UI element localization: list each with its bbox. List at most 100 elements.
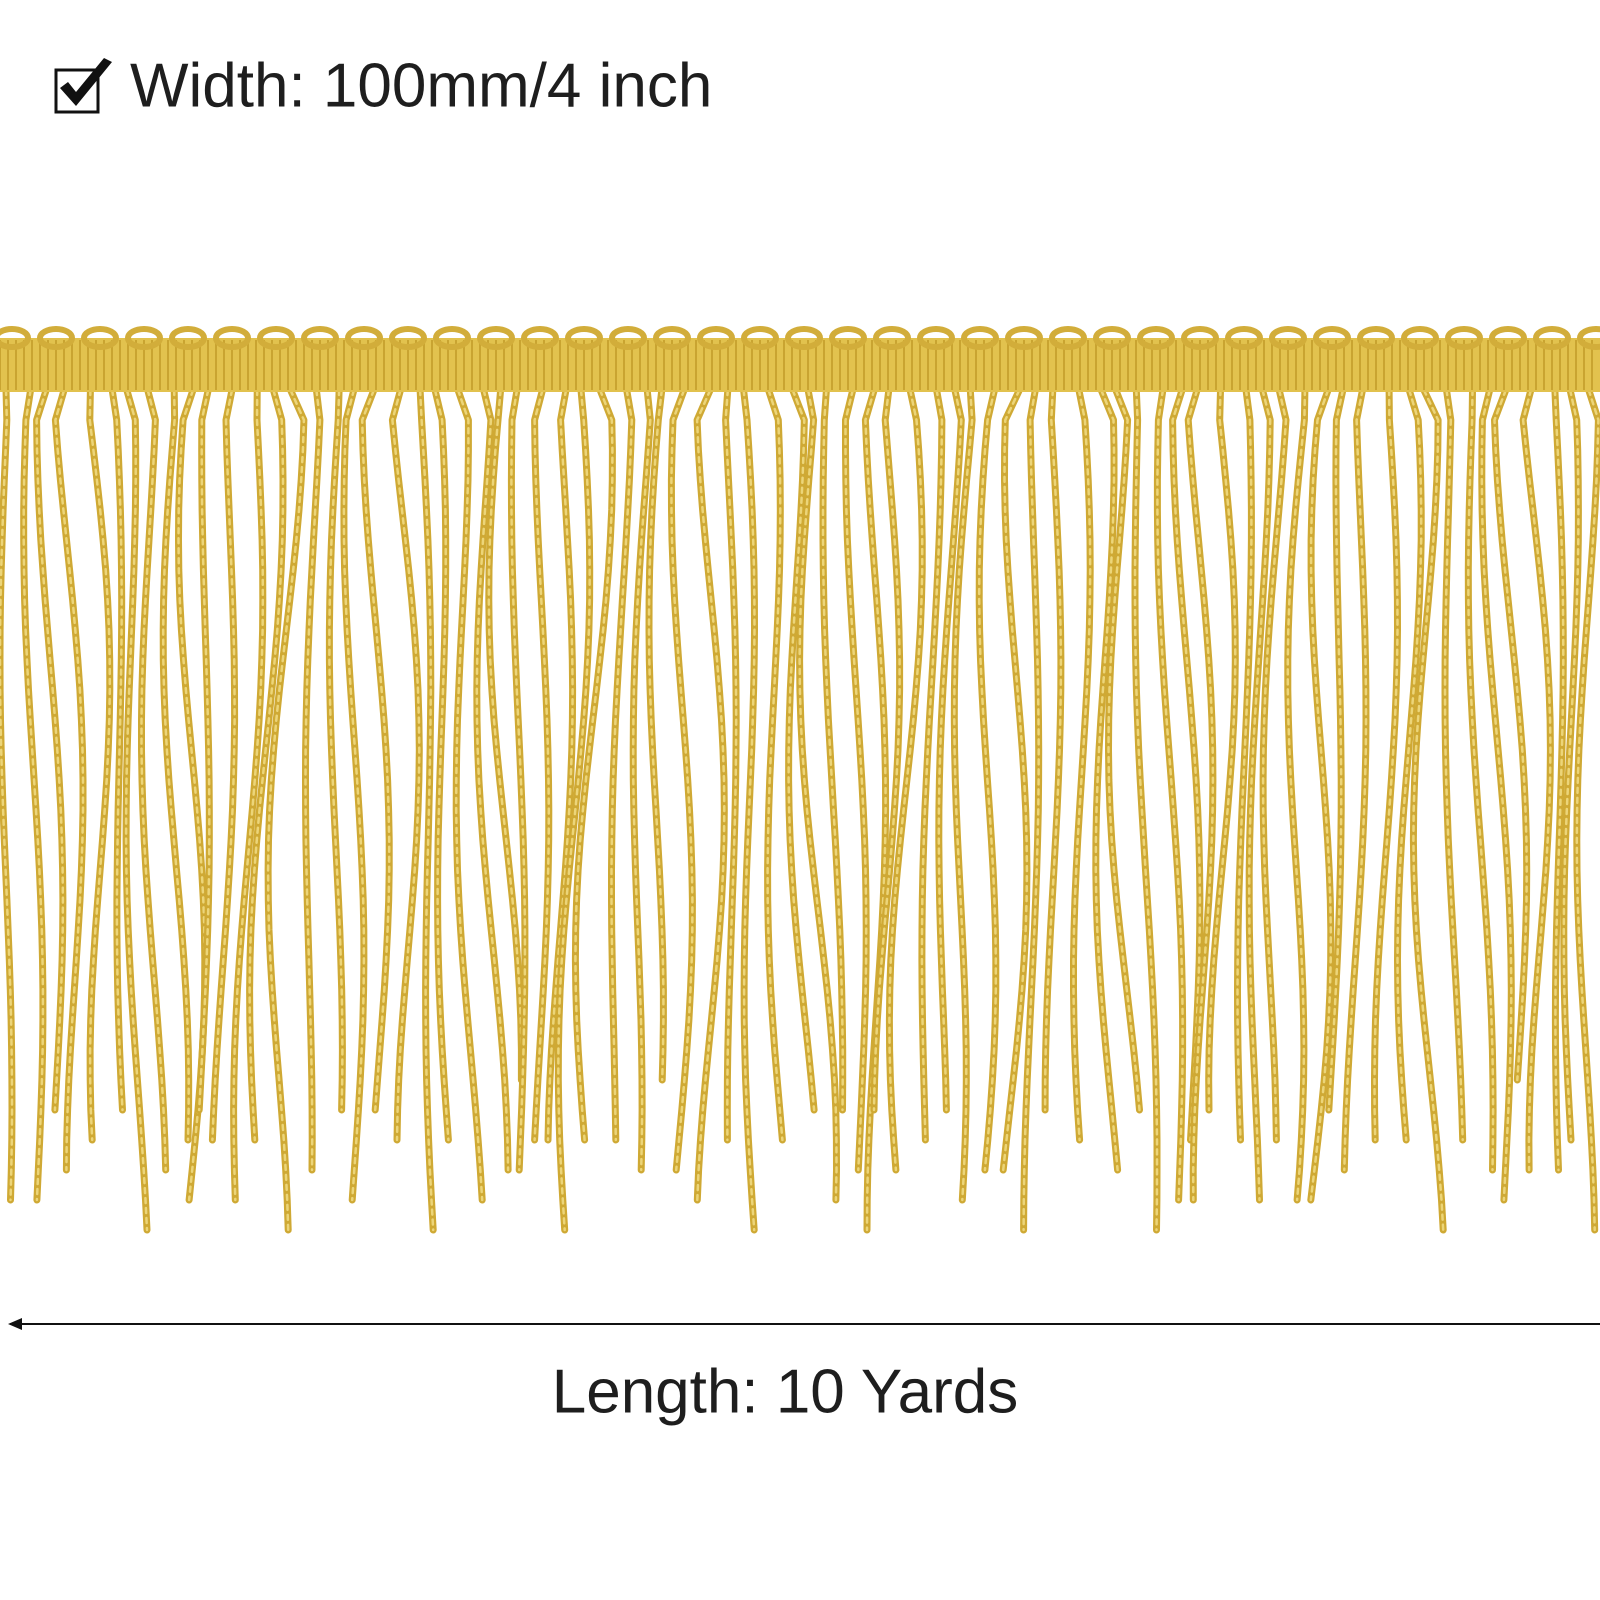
strand-highlight [670, 388, 694, 1172]
band-loop [1225, 326, 1263, 350]
strand-highlight [1521, 388, 1552, 1172]
strand-highlight [342, 388, 366, 1202]
strand-highlight [742, 388, 756, 1232]
strand-highlight [1286, 388, 1307, 1202]
strand-highlight [248, 388, 285, 1142]
band-loop [961, 326, 999, 350]
strand-highlight [266, 388, 306, 1232]
band-loop [37, 326, 75, 350]
strand-highlight [433, 388, 450, 1142]
strand [452, 386, 486, 1204]
band-loop [0, 326, 31, 350]
strand [1491, 386, 1531, 1084]
strand-highlight [328, 388, 344, 1112]
strand-highlight [787, 388, 816, 1112]
band-loop [565, 326, 603, 350]
band-loop [213, 326, 251, 350]
strand-highlight [211, 388, 236, 1142]
band-loop [389, 326, 427, 350]
strand-highlight [510, 388, 527, 1172]
strand-highlight [22, 388, 45, 1202]
strand-highlight [1412, 388, 1445, 1232]
band-loop [257, 326, 295, 350]
band-loop [1489, 326, 1527, 350]
strand [764, 386, 786, 1144]
strand-highlight [418, 388, 435, 1232]
strand-highlight [1327, 388, 1345, 1112]
checkbox [54, 68, 100, 114]
strand-highlight [1236, 388, 1253, 1142]
strand-highlight [232, 388, 265, 1202]
band-loop [697, 326, 735, 350]
strand-highlight [1562, 388, 1580, 1142]
strand-highlight [1094, 388, 1119, 1172]
strand-highlight [920, 388, 944, 1142]
band-loop [1313, 326, 1351, 350]
band-loop [1005, 326, 1043, 350]
band-loop [1401, 326, 1439, 350]
strand-highlight [475, 388, 510, 1172]
strand-highlight [953, 388, 974, 1202]
band-loop [433, 326, 471, 350]
strand-highlight [872, 388, 901, 1112]
strand-highlight [1480, 388, 1513, 1202]
strand-highlight [1022, 388, 1040, 1232]
strand-highlight [937, 388, 963, 1112]
strand-highlight [1107, 388, 1141, 1112]
band-loop [301, 326, 339, 350]
strand-highlight [610, 388, 634, 1142]
strand-highlight [647, 388, 665, 1082]
band-loop [1577, 326, 1600, 350]
strand-highlight [1343, 388, 1368, 1172]
band-loop [521, 326, 559, 350]
strand-highlight [631, 388, 652, 1172]
strand-highlight [161, 388, 190, 1142]
band-loop [1093, 326, 1131, 350]
checkmark [60, 58, 112, 106]
strand-highlight [197, 388, 211, 1112]
strand-highlight [1467, 388, 1495, 1172]
strand-highlight [977, 388, 998, 1172]
band-loop [829, 326, 867, 350]
strand-highlight [124, 388, 149, 1232]
strand-highlight [798, 388, 838, 1202]
band-loop [169, 326, 207, 350]
strand-highlight [695, 388, 726, 1202]
band-loop [609, 326, 647, 350]
band-loop [1049, 326, 1087, 350]
band-loop [785, 326, 823, 350]
strand-highlight [1247, 388, 1272, 1202]
strand-highlight [1043, 388, 1063, 1112]
arrow-head [8, 1318, 22, 1330]
strand-highlight [821, 388, 844, 1112]
band-loop [345, 326, 383, 350]
strand-highlight [1373, 388, 1399, 1142]
strand [1307, 386, 1335, 1204]
band-loop [1445, 326, 1483, 350]
band-loop [477, 326, 515, 350]
band-loop [1533, 326, 1571, 350]
fringe-trim [0, 326, 1600, 1234]
length-label: Length: 10 Yards [552, 1357, 1019, 1426]
strand-highlight [724, 388, 738, 1142]
band-loop [917, 326, 955, 350]
strand-highlight [557, 388, 591, 1232]
strand-highlight [574, 388, 614, 1142]
band-loop [1137, 326, 1175, 350]
band-loop [1269, 326, 1307, 350]
strand-highlight [304, 388, 322, 1172]
strand-highlight [1207, 388, 1237, 1112]
strand-highlight [487, 388, 523, 1082]
strand-highlight [1072, 388, 1092, 1142]
strand-highlight [1261, 388, 1288, 1142]
band-loop [81, 326, 119, 350]
strand-highlight [35, 388, 65, 1112]
band-loop [873, 326, 911, 350]
strand-highlight [1575, 388, 1600, 1232]
length-arrow [8, 1318, 1600, 1330]
strand-highlight [1133, 388, 1159, 1232]
strand-highlight [0, 388, 14, 1202]
strand [1184, 386, 1217, 1204]
